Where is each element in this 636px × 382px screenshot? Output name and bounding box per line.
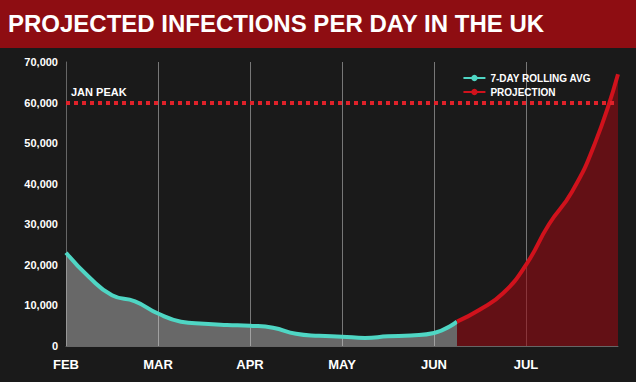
svg-text:JAN PEAK: JAN PEAK bbox=[71, 86, 127, 98]
svg-text:10,000: 10,000 bbox=[24, 299, 58, 311]
svg-text:30,000: 30,000 bbox=[24, 218, 58, 230]
svg-text:JUN: JUN bbox=[421, 357, 447, 372]
svg-text:FEB: FEB bbox=[53, 357, 79, 372]
svg-text:APR: APR bbox=[236, 357, 264, 372]
svg-text:MAY: MAY bbox=[328, 357, 356, 372]
svg-text:60,000: 60,000 bbox=[24, 97, 58, 109]
svg-text:7-DAY ROLLING AVG: 7-DAY ROLLING AVG bbox=[490, 73, 590, 84]
svg-text:70,000: 70,000 bbox=[24, 56, 58, 68]
svg-text:PROJECTION: PROJECTION bbox=[490, 87, 555, 98]
html-text:PROJECTED INFECTIONS PER DAY I: PROJECTED INFECTIONS PER DAY IN THE UK bbox=[8, 10, 545, 37]
svg-text:20,000: 20,000 bbox=[24, 259, 58, 271]
svg-text:0: 0 bbox=[52, 340, 58, 352]
svg-text:40,000: 40,000 bbox=[24, 178, 58, 190]
svg-text:50,000: 50,000 bbox=[24, 137, 58, 149]
svg-text:JUL: JUL bbox=[514, 357, 539, 372]
svg-text:MAR: MAR bbox=[143, 357, 173, 372]
